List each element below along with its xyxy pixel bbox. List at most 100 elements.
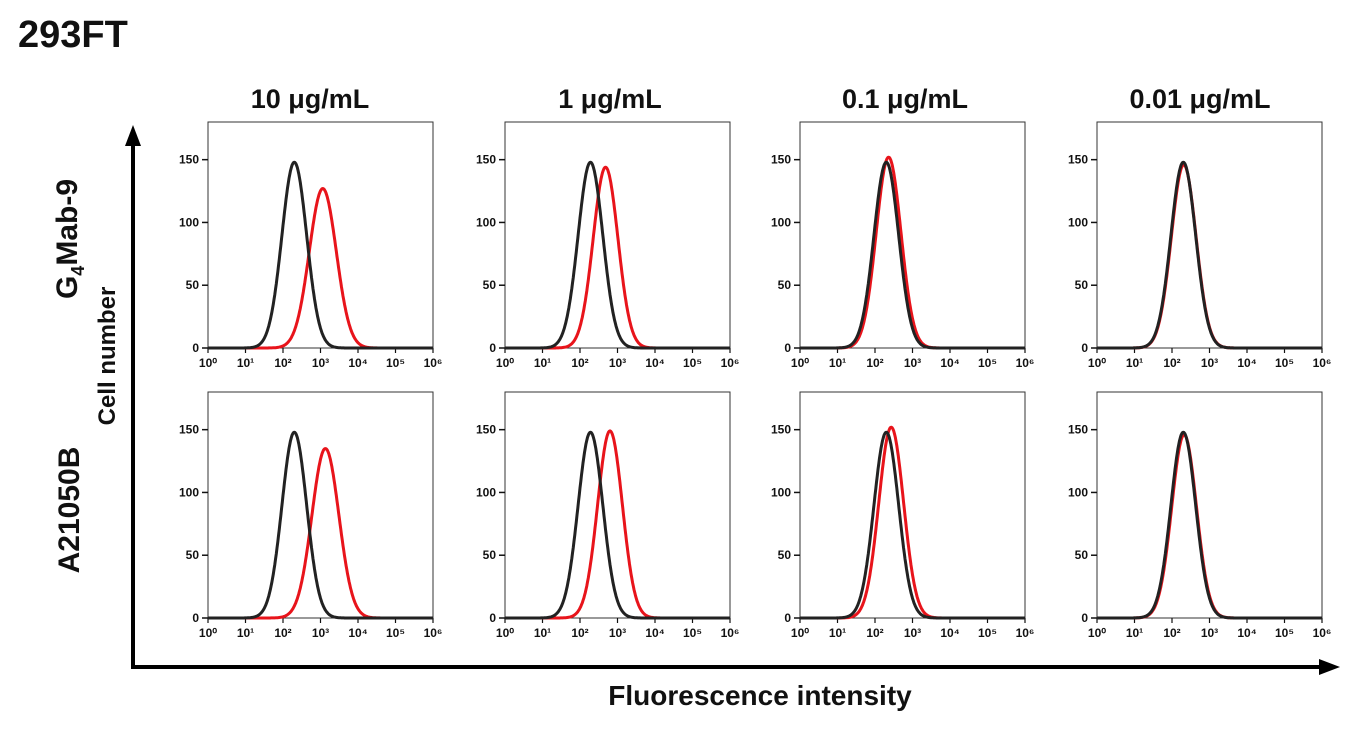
y-tick-label: 150 [771,153,791,167]
treated-histogram-line [1096,433,1323,620]
x-tick-label: 10⁶ [1016,626,1035,640]
column-header-0.1: 0.1 μg/mL [841,84,969,114]
treated-histogram-line [504,429,731,620]
x-tick-label: 10² [571,626,588,640]
x-tick-label: 10⁴ [1237,356,1256,370]
x-tick-label: 10³ [609,626,626,640]
histogram-panel-r0-c2: 0 50 100 150 10⁰ 10¹ 10² 10³ 10⁴ 10⁵ 10⁶ [771,121,1034,370]
x-tick-label: 10⁰ [791,626,809,640]
histogram-panel-r0-c1: 0 50 100 150 10⁰ 10¹ 10² 10³ 10⁴ 10⁵ 10⁶ [476,121,740,370]
y-tick-label: 150 [476,423,496,437]
y-tick-label: 0 [489,341,496,355]
treated-histogram-line [1096,163,1323,350]
treated-histogram-line [799,425,1026,620]
x-tick-label: 10⁵ [386,626,405,640]
column-header-1: 1 μg/mL [558,84,662,114]
x-tick-label: 10³ [904,626,921,640]
x-tick-label: 10⁴ [348,626,367,640]
control-histogram-line [1096,160,1323,350]
panel-frame [207,391,434,619]
x-tick-label: 10¹ [237,356,254,370]
x-tick-label: 10⁰ [496,626,514,640]
y-tick-label: 100 [771,215,791,229]
x-tick-label: 10⁴ [645,626,664,640]
x-tick-label: 10⁶ [424,626,443,640]
histogram-panel-r1-c3: 0 50 100 150 10⁰ 10¹ 10² 10³ 10⁴ 10⁵ 10⁶ [1068,391,1332,640]
y-tick-label: 150 [771,423,791,437]
x-tick-label: 10¹ [829,356,846,370]
x-tick-label: 10⁶ [721,626,740,640]
y-tick-label: 50 [483,548,497,562]
x-tick-label: 10² [571,356,588,370]
histogram-panel-r1-c0: 0 50 100 150 10⁰ 10¹ 10² 10³ 10⁴ 10⁵ 10⁶ [179,391,443,640]
control-histogram-line [504,160,731,350]
control-histogram-line [799,160,1026,350]
x-tick-label: 10⁶ [1313,626,1332,640]
x-tick-label: 10¹ [534,626,551,640]
x-tick-label: 10³ [312,356,329,370]
x-tick-label: 10³ [1201,356,1218,370]
y-tick-label: 0 [784,611,791,625]
x-tick-label: 10⁰ [199,626,217,640]
outer-axes [125,125,1340,675]
treated-histogram-line [799,155,1026,350]
column-header-0.01: 0.01 μg/mL [1129,84,1271,114]
x-axis-title: Fluorescence intensity [608,680,912,711]
figure-title: 293FT [18,14,128,56]
x-tick-label: 10¹ [237,626,254,640]
y-tick-label: 0 [489,611,496,625]
x-tick-label: 10¹ [829,626,846,640]
x-tick-label: 10² [1163,626,1180,640]
panels: 0 50 100 150 10⁰ 10¹ 10² 10³ 10⁴ 10⁵ 10⁶ 0 50 100 150 1… [179,121,1332,640]
y-tick-label: 50 [778,278,792,292]
x-tick-label: 10⁰ [1088,356,1106,370]
y-tick-label: 100 [1068,485,1088,499]
y-tick-label: 100 [476,215,496,229]
control-histogram-line [207,160,434,350]
x-tick-label: 10⁰ [791,356,809,370]
y-tick-label: 100 [179,215,199,229]
x-tick-label: 10⁰ [496,356,514,370]
x-tick-label: 10² [1163,356,1180,370]
x-tick-label: 10⁶ [1313,356,1332,370]
x-tick-label: 10⁰ [1088,626,1106,640]
x-tick-label: 10⁵ [683,626,702,640]
treated-histogram-line [504,165,731,350]
y-tick-label: 150 [1068,423,1088,437]
y-tick-label: 100 [771,485,791,499]
panel-frame [504,391,731,619]
y-tick-label: 0 [1081,611,1088,625]
x-tick-label: 10⁴ [940,626,959,640]
x-tick-label: 10⁶ [424,356,443,370]
x-tick-label: 10⁶ [721,356,740,370]
y-tick-label: 150 [179,153,199,167]
y-tick-label: 0 [192,611,199,625]
x-tick-label: 10³ [312,626,329,640]
x-tick-label: 10⁵ [978,626,997,640]
panel-frame [1096,391,1323,619]
panel-frame [799,391,1026,619]
y-tick-label: 150 [1068,153,1088,167]
x-tick-label: 10³ [904,356,921,370]
control-histogram-line [207,430,434,620]
y-tick-label: 150 [476,153,496,167]
histogram-panel-r1-c2: 0 50 100 150 10⁰ 10¹ 10² 10³ 10⁴ 10⁵ 10⁶ [771,391,1035,640]
y-tick-label: 0 [784,341,791,355]
x-tick-label: 10¹ [1126,626,1143,640]
y-tick-label: 50 [186,548,200,562]
y-tick-label: 0 [1081,341,1088,355]
x-tick-label: 10⁵ [683,356,702,370]
panel-frame [1096,121,1323,349]
panel-frame [207,121,434,349]
y-tick-label: 100 [1068,215,1088,229]
outer-y-arrowhead [125,125,141,146]
x-tick-label: 10⁴ [348,356,367,370]
x-tick-label: 10⁵ [978,356,997,370]
x-tick-label: 10⁰ [199,356,217,370]
x-tick-label: 10⁵ [386,356,405,370]
x-tick-label: 10² [274,356,291,370]
y-tick-label: 50 [778,548,792,562]
outer-x-arrowhead [1319,659,1340,675]
x-tick-label: 10² [866,356,883,370]
histogram-panel-r0-c3: 0 50 100 150 10⁰ 10¹ 10² 10³ 10⁴ 10⁵ 10⁶ [1068,121,1332,370]
